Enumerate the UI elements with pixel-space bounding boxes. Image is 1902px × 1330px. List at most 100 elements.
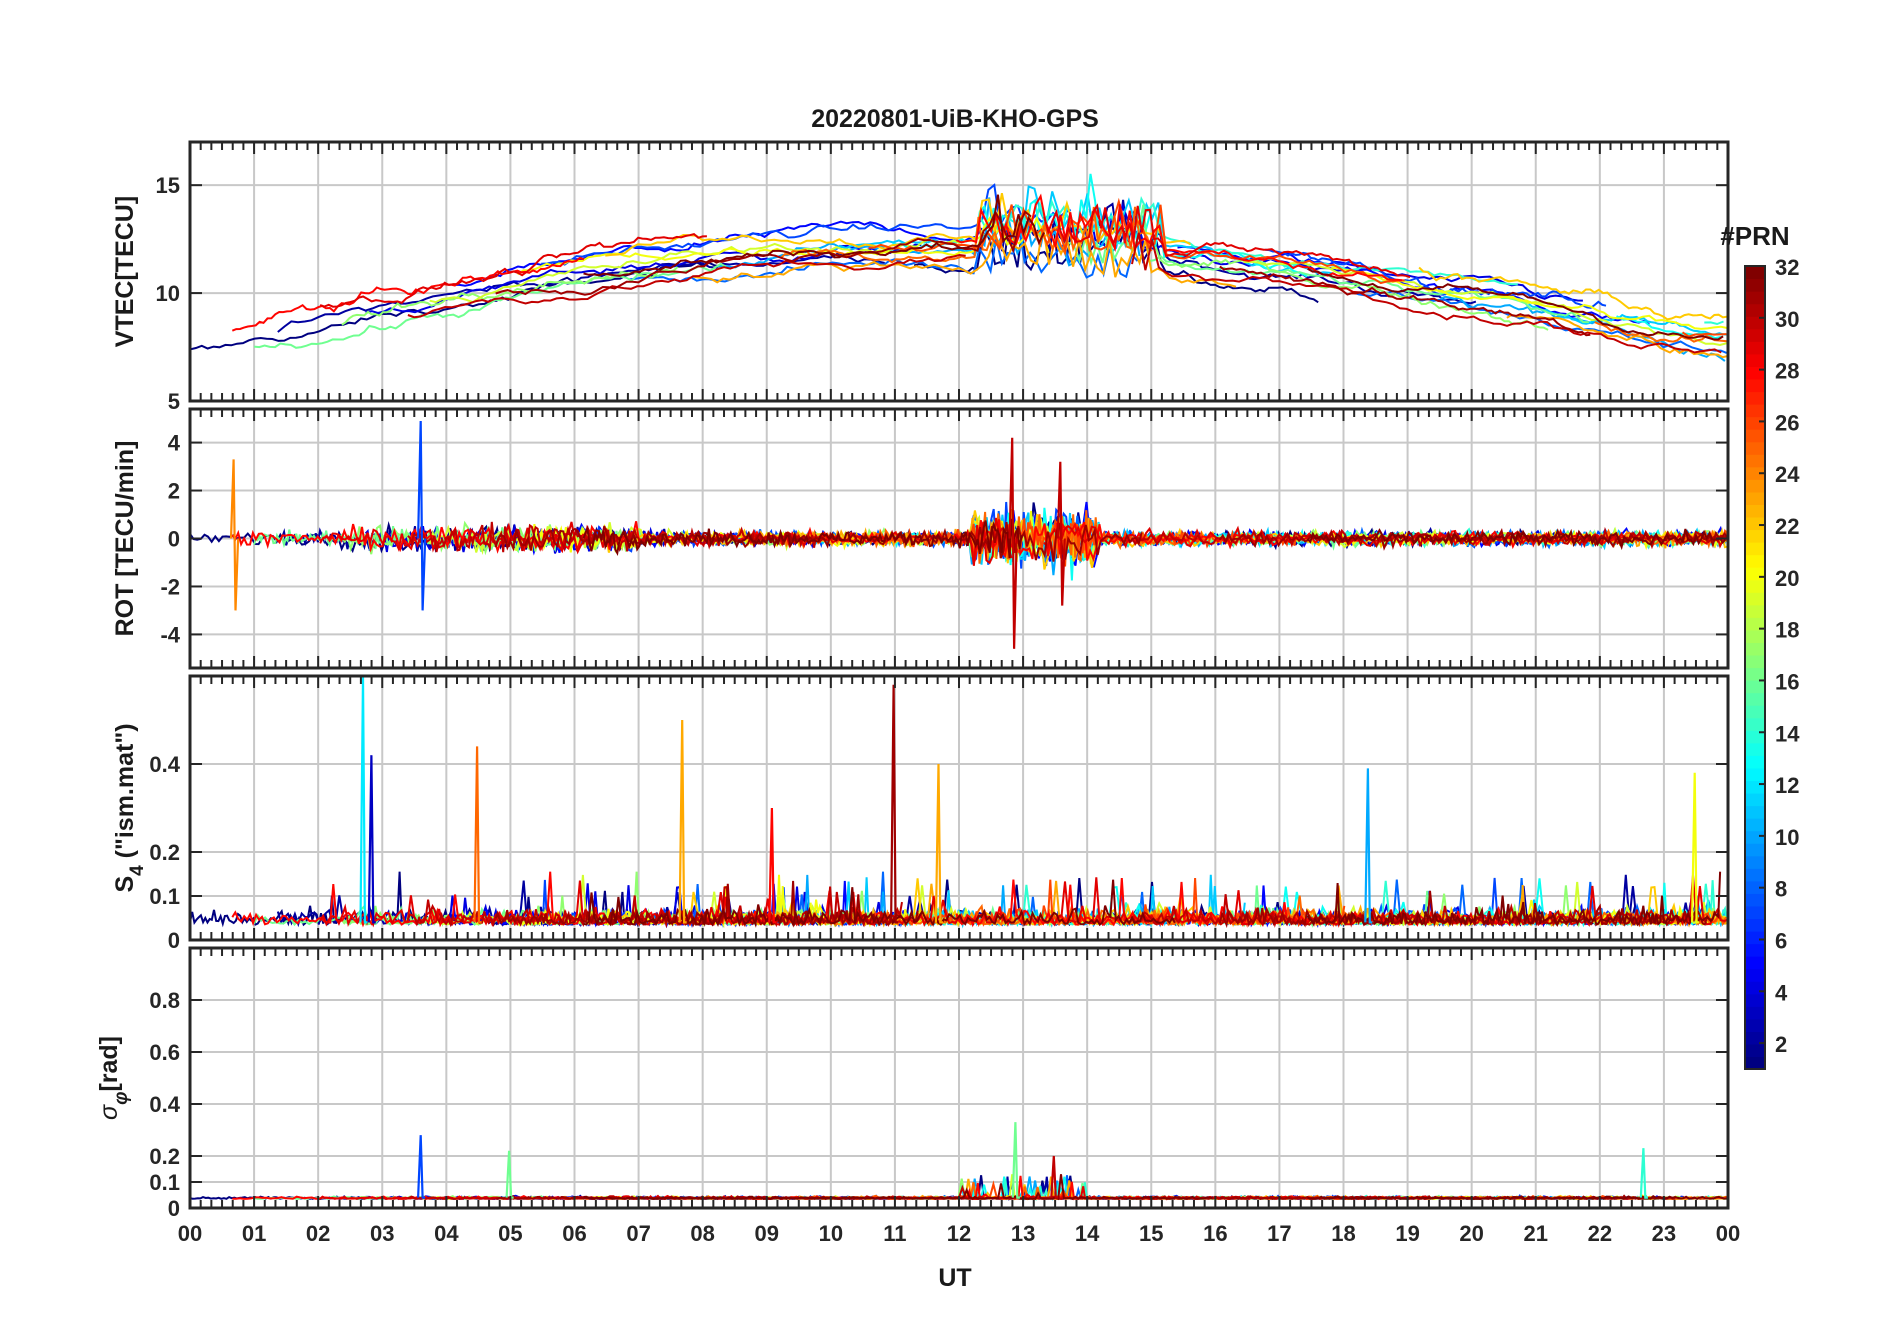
colorbar-tick-label: 10 xyxy=(1775,825,1799,850)
colorbar-segment xyxy=(1745,968,1765,982)
x-tick-label: 12 xyxy=(947,1221,971,1246)
y-tick-label: 15 xyxy=(156,173,180,198)
colorbar-segment xyxy=(1745,353,1765,367)
series-line-prn-20 xyxy=(1331,266,1728,330)
colorbar-segment xyxy=(1745,742,1765,756)
colorbar-segment xyxy=(1745,378,1765,393)
y-tick-label: 0.2 xyxy=(149,840,180,865)
series-line-prn-22 xyxy=(604,510,1412,570)
x-tick-label: 13 xyxy=(1011,1221,1035,1246)
colorbar-segment xyxy=(1745,316,1765,330)
x-tick-label: 15 xyxy=(1139,1221,1163,1246)
colorbar-segment xyxy=(1745,993,1765,1007)
spike-prn-10 xyxy=(1364,768,1373,924)
spike-prn-7 xyxy=(417,1135,426,1199)
colorbar-tick-label: 32 xyxy=(1775,255,1799,280)
series-line-prn-30 xyxy=(407,253,966,319)
series-group xyxy=(190,173,1728,362)
series-line-prn-16 xyxy=(254,262,727,349)
colorbar-segment xyxy=(1745,1043,1765,1058)
spike-prn-25 xyxy=(473,746,482,924)
colorbar-segment xyxy=(1745,542,1765,556)
colorbar-segment xyxy=(1745,491,1765,505)
colorbar-segment xyxy=(1745,868,1765,882)
colorbar-segment xyxy=(1745,529,1765,543)
spike-prn-24 xyxy=(229,459,240,611)
colorbar-segment xyxy=(1745,755,1765,769)
series-line-prn-5 xyxy=(453,220,983,287)
colorbar-segment xyxy=(1745,905,1765,920)
x-tick-label: 18 xyxy=(1331,1221,1355,1246)
y-tick-label: 4 xyxy=(168,431,181,456)
x-tick-label: 20 xyxy=(1459,1221,1483,1246)
minor-ticks xyxy=(189,948,1729,1208)
colorbar-segment xyxy=(1745,1056,1765,1070)
y-tick-label: 5 xyxy=(168,389,180,414)
spike-prn-16 xyxy=(505,1150,514,1199)
series-line-prn-25 xyxy=(780,206,1153,264)
spike-prn-20 xyxy=(1691,772,1700,924)
colorbar-segment xyxy=(1745,303,1765,317)
series-group xyxy=(190,420,1728,649)
colorbar-segment xyxy=(1745,479,1765,493)
x-tick-label: 21 xyxy=(1524,1221,1548,1246)
colorbar-segment xyxy=(1745,717,1765,731)
series-line-prn-32 xyxy=(583,194,1045,277)
series-line-prn-31 xyxy=(1218,528,1728,551)
y-tick-label: 0.2 xyxy=(149,1144,180,1169)
colorbar-segment xyxy=(1745,567,1765,581)
colorbar-segment xyxy=(1745,930,1765,945)
colorbar-segment xyxy=(1745,855,1765,869)
series-line-prn-7 xyxy=(1265,248,1607,309)
spike-prn-7 xyxy=(417,420,427,611)
series-line-prn-29 xyxy=(1043,203,1411,279)
x-tick-label: 00 xyxy=(1716,1221,1740,1246)
colorbar-segment xyxy=(1745,880,1765,894)
colorbar-segment xyxy=(1745,830,1765,844)
x-tick-label: 23 xyxy=(1652,1221,1676,1246)
y-tick-label: -2 xyxy=(160,574,180,599)
minor-ticks xyxy=(189,409,1729,668)
colorbar-segment xyxy=(1745,328,1765,342)
x-tick-label: 10 xyxy=(819,1221,843,1246)
colorbar-segment xyxy=(1745,516,1765,531)
colorbar-segment xyxy=(1745,266,1765,280)
spike-prn-23 xyxy=(934,763,943,924)
y-tick-label: 0 xyxy=(168,1196,180,1221)
colorbar-segment xyxy=(1745,705,1765,719)
colorbar-tick-label: 6 xyxy=(1775,928,1787,953)
y-tick-label: 0.4 xyxy=(149,1092,180,1117)
y-tick-label: -4 xyxy=(160,622,180,647)
colorbar-segment xyxy=(1745,792,1765,807)
colorbar-segment xyxy=(1745,617,1765,631)
series-group xyxy=(190,1122,1728,1202)
x-tick-label: 11 xyxy=(883,1221,906,1246)
colorbar-segment xyxy=(1745,1006,1765,1020)
colorbar-segment xyxy=(1745,805,1765,819)
y-tick-label: 10 xyxy=(156,281,180,306)
colorbar-segment xyxy=(1745,604,1765,618)
colorbar-segment xyxy=(1745,1031,1765,1045)
series-line-prn-19 xyxy=(1243,260,1728,347)
y-axis-label: S4 ("ism.mat") xyxy=(111,723,148,892)
colorbar-segment xyxy=(1745,341,1765,355)
x-axis-label: UT xyxy=(938,1264,971,1292)
colorbar-segment xyxy=(1745,642,1765,656)
colorbar-tick-label: 26 xyxy=(1775,410,1799,435)
y-tick-label: 0.1 xyxy=(149,884,180,909)
colorbar-tick-label: 12 xyxy=(1775,773,1799,798)
spike-prn-30 xyxy=(1008,437,1018,649)
series-line-prn-32 xyxy=(583,1174,1213,1201)
series-line-prn-32 xyxy=(582,518,1023,559)
colorbar-segment xyxy=(1745,466,1765,480)
colorbar-segment xyxy=(1745,592,1765,606)
colorbar-segment xyxy=(1745,504,1765,518)
colorbar-segment xyxy=(1745,918,1765,932)
y-axis-label: σφ[rad] xyxy=(95,1036,132,1120)
colorbar-segment xyxy=(1745,956,1765,970)
series-line-prn-29 xyxy=(319,233,707,308)
colorbar-segment xyxy=(1745,429,1765,443)
x-tick-label: 06 xyxy=(562,1221,586,1246)
colorbar-tick-label: 14 xyxy=(1775,721,1800,746)
